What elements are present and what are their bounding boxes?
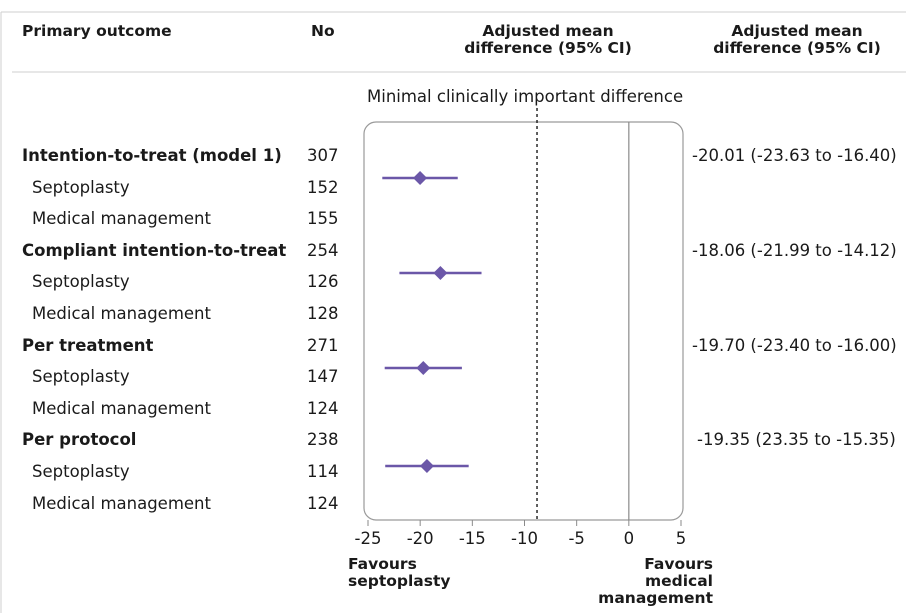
favours-right-line3: management <box>598 589 713 607</box>
row-count: 271 <box>307 335 339 355</box>
x-tick-label: -10 <box>511 529 538 548</box>
row-group-label: Per treatment <box>22 335 154 355</box>
header-plot-line1: Adjusted mean <box>482 22 614 40</box>
header-plot-col: Adjusted mean difference (95% CI) <box>448 23 648 57</box>
row-count: 124 <box>307 493 339 513</box>
x-tick-label: -25 <box>355 529 382 548</box>
favours-right-line1: Favours <box>644 555 713 573</box>
row-count: 254 <box>307 240 339 260</box>
row-ci-text: -19.70 (-23.40 to -16.00) <box>692 335 897 355</box>
header-plot-line2: difference (95% CI) <box>464 39 632 57</box>
row-sub-label: Medical management <box>32 304 211 323</box>
mcid-annotation: Minimal clinically important difference <box>367 87 684 106</box>
estimate-diamond <box>433 266 448 280</box>
estimate-diamond <box>416 361 431 375</box>
favours-medical-label: Favours medical management <box>560 556 713 607</box>
header-no: No <box>311 22 335 40</box>
estimate-diamond <box>413 171 428 185</box>
estimate-diamond <box>419 459 434 473</box>
favours-septoplasty-label: Favours septoplasty <box>348 556 451 590</box>
header-ci-col: Adjusted mean difference (95% CI) <box>696 23 898 57</box>
row-sub-label: Septoplasty <box>32 272 130 292</box>
row-count: 152 <box>307 177 339 197</box>
favours-left-line1: Favours <box>348 555 417 573</box>
plot-box <box>363 121 684 521</box>
row-count: 238 <box>307 430 339 450</box>
row-count: 126 <box>307 272 339 292</box>
row-count: 124 <box>307 398 339 418</box>
row-sub-label: Septoplasty <box>32 177 130 197</box>
x-tick-label: -20 <box>407 529 434 548</box>
header-ci-line2: difference (95% CI) <box>713 39 881 57</box>
row-group-label: Intention-to-treat (model 1) <box>22 146 282 165</box>
row-sub-label: Medical management <box>32 493 211 513</box>
row-group-label: Compliant intention-to-treat <box>22 240 287 260</box>
row-count: 147 <box>307 367 339 387</box>
x-tick-label: -15 <box>459 529 486 548</box>
row-sub-label: Septoplasty <box>32 367 130 387</box>
row-sub-label: Medical management <box>32 209 211 229</box>
x-tick-label: 5 <box>676 529 687 548</box>
row-count: 155 <box>307 209 339 229</box>
favours-right-line2: medical <box>644 572 713 590</box>
row-count: 307 <box>307 146 339 165</box>
header-ci-line1: Adjusted mean <box>731 22 863 40</box>
row-group-label: Per protocol <box>22 430 137 450</box>
favours-left-line2: septoplasty <box>348 572 451 590</box>
x-tick-label: 0 <box>624 529 635 548</box>
row-count: 114 <box>307 462 339 481</box>
row-ci-text: -20.01 (-23.63 to -16.40) <box>692 146 897 165</box>
row-count: 128 <box>307 304 339 323</box>
row-sub-label: Medical management <box>32 398 211 418</box>
row-sub-label: Septoplasty <box>32 462 130 481</box>
row-ci-text: -19.35 (23.35 to -15.35) <box>697 430 896 450</box>
row-ci-text: -18.06 (-21.99 to -14.12) <box>692 240 897 260</box>
x-tick-label: -5 <box>568 529 584 548</box>
header-primary-outcome: Primary outcome <box>22 22 172 40</box>
